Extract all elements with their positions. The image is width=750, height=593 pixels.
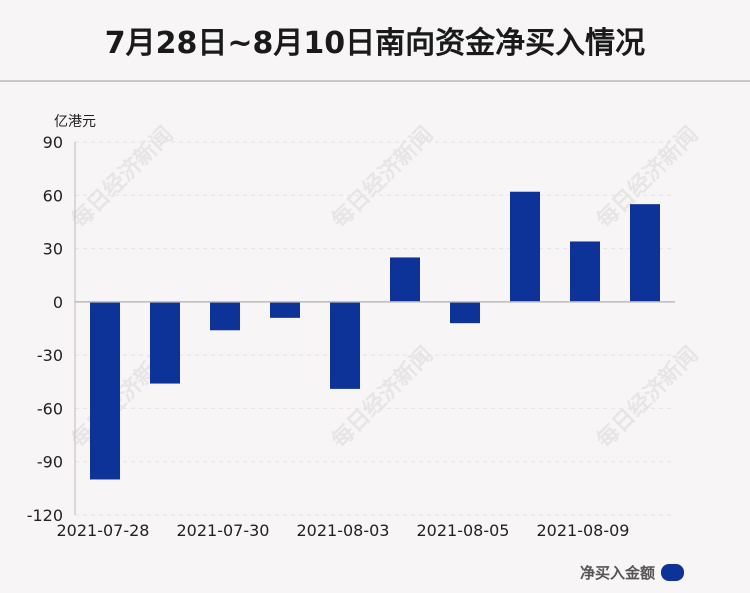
y-tick-label: -120 [27, 506, 63, 525]
y-tick-label: 0 [53, 293, 63, 312]
bar [270, 301, 300, 318]
bar [450, 301, 480, 324]
axes [74, 142, 675, 515]
bar [390, 257, 420, 302]
bar [330, 301, 360, 389]
x-tick-label: 2021-07-30 [177, 521, 270, 540]
bar [570, 241, 600, 302]
y-tick-label: -90 [37, 453, 63, 472]
y-tick-label: -30 [37, 346, 63, 365]
y-axis-unit-label: 亿港元 [54, 114, 96, 130]
legend-swatch [661, 564, 684, 581]
bar [150, 301, 180, 384]
x-tick-label: 2021-08-03 [297, 521, 390, 540]
x-tick-label: 2021-07-28 [57, 521, 150, 540]
gridlines [75, 141, 675, 516]
y-tick-label: -60 [37, 399, 63, 418]
bar [630, 204, 660, 302]
x-tick-label: 2021-08-05 [417, 521, 510, 540]
bar [90, 301, 120, 480]
legend: 净买入金额 [580, 562, 684, 583]
bar [510, 191, 540, 302]
chart-title: 7月28日~8月10日南向资金净买入情况 [104, 26, 646, 61]
bar [210, 301, 240, 331]
y-tick-label: 30 [43, 240, 63, 259]
bars [90, 191, 660, 480]
x-tick-label: 2021-08-09 [537, 521, 630, 540]
y-tick-label: 60 [43, 186, 63, 205]
y-tick-label: 90 [43, 133, 63, 152]
legend-label: 净买入金额 [579, 564, 655, 582]
title-divider [0, 80, 750, 82]
